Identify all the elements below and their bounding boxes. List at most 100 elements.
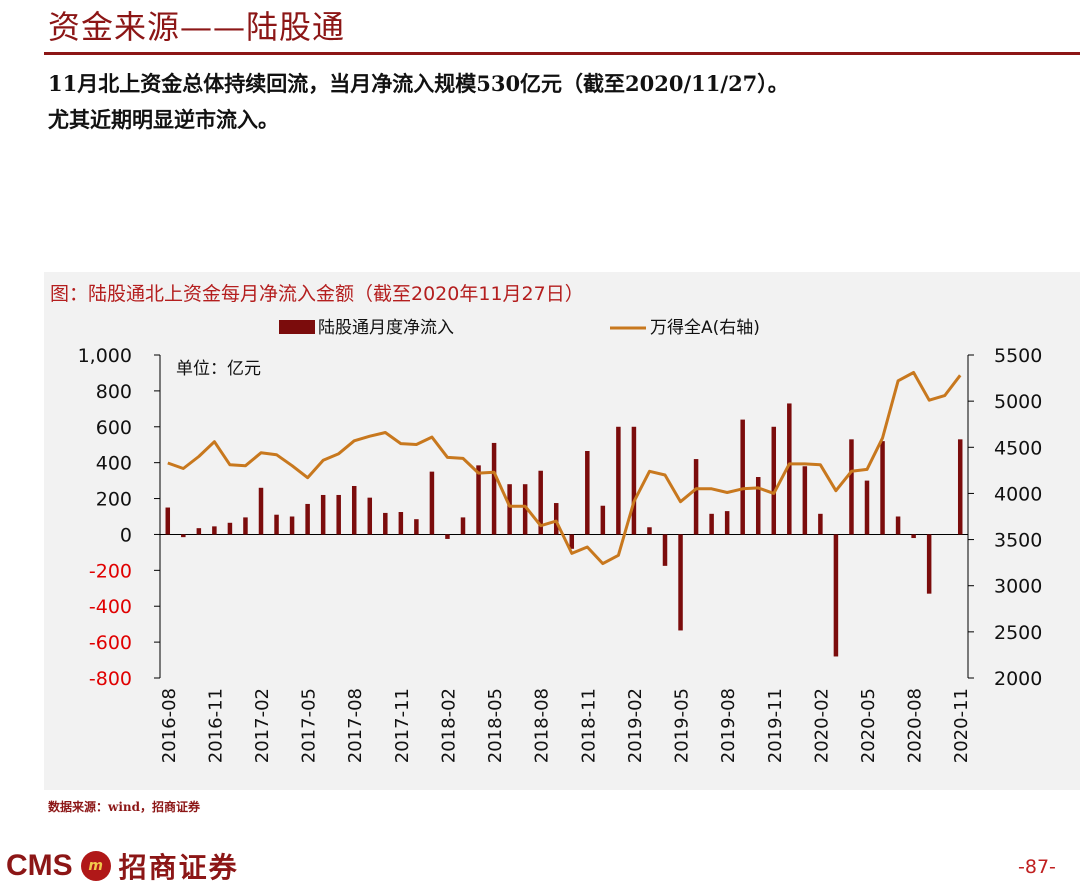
bar-2016-11 [212, 526, 217, 535]
summary-text: 11月北上资金总体持续回流，当月净流入规模530亿元（截至2020/11/27）… [48, 66, 1078, 138]
bar-2020-09 [926, 534, 932, 594]
bar-2019-08 [724, 511, 730, 535]
bar-2018-01 [429, 471, 435, 535]
bar-2017-09 [367, 497, 373, 535]
x-tick-label: 2020-11 [951, 688, 972, 763]
x-tick-label: 2020-02 [811, 688, 832, 763]
x-tick-label: 2018-08 [532, 688, 553, 763]
bar-2019-12 [787, 403, 792, 535]
bar-2018-04 [476, 465, 481, 535]
bar-2017-05 [305, 503, 310, 535]
bar-2018-10 [569, 534, 575, 549]
legend: 陆股通月度净流入 万得全A(右轴) [279, 318, 760, 338]
bar-2020-11 [957, 439, 963, 535]
bar-2017-03 [274, 514, 279, 535]
x-tick-label: 2016-11 [205, 688, 226, 763]
bar-2017-08 [351, 485, 357, 535]
x-tick-label: 2019-11 [765, 688, 786, 763]
x-tick-label: 2018-11 [578, 688, 599, 763]
x-tick-label: 2017-11 [392, 688, 413, 763]
chart-title: 图：陆股通北上资金每月净流入金额（截至2020年11月27日） [50, 283, 584, 305]
bar-2020-05 [864, 480, 870, 535]
legend-bar-label: 陆股通月度净流入 [318, 318, 454, 338]
left-axis-tick-label: -800 [89, 668, 132, 690]
bar-2018-11 [585, 451, 590, 535]
bar-2019-04 [662, 534, 668, 566]
logo-chinese-name: 招商证券 [118, 851, 239, 884]
bar-2017-04 [289, 516, 295, 535]
left-axis-tick-label: -600 [89, 632, 132, 654]
bar-2016-12 [227, 522, 233, 535]
bar-2017-11 [398, 512, 404, 535]
bar-2017-06 [320, 494, 326, 535]
bar-2019-06 [693, 459, 699, 535]
right-axis-tick-label: 4500 [994, 437, 1042, 459]
right-axis-tick-label: 2000 [994, 668, 1042, 690]
bar-2019-10 [755, 477, 761, 535]
unit-label: 单位：亿元 [176, 359, 261, 379]
left-axis-tick-label: 600 [96, 417, 132, 439]
page-title: 资金来源——陆股通 [48, 8, 346, 46]
right-axis-tick-label: 5500 [994, 345, 1042, 367]
bar-2018-03 [460, 517, 466, 535]
right-axis-tick-label: 4000 [994, 483, 1042, 505]
x-tick-label: 2017-02 [252, 688, 273, 763]
bar-2018-09 [553, 503, 559, 535]
bar-2018-02 [445, 534, 450, 539]
x-tick-label: 2019-05 [672, 688, 693, 763]
left-axis-tick-label: -200 [89, 560, 132, 582]
bar-2019-01 [616, 426, 621, 535]
x-tick-label: 2017-05 [299, 688, 320, 763]
bar-2018-05 [491, 442, 497, 535]
summary-line-2: 尤其近期明显逆市流入。 [48, 107, 279, 132]
bar-2017-12 [414, 519, 419, 535]
x-tick-label: 2017-08 [345, 688, 366, 763]
bar-2018-06 [507, 484, 512, 535]
x-tick-label: 2020-05 [858, 688, 879, 763]
logo-text: CMS [6, 849, 73, 882]
bar-2018-08 [538, 470, 543, 535]
title-divider [44, 52, 1080, 55]
bar-2020-01 [802, 466, 808, 535]
x-tick-label: 2018-05 [485, 688, 506, 763]
right-axis-tick-label: 2500 [994, 622, 1042, 644]
bar-2018-07 [522, 484, 528, 535]
x-tick-label: 2019-02 [625, 688, 646, 763]
source-note: 数据来源：wind，招商证券 [48, 800, 201, 814]
bar-2020-07 [895, 516, 901, 535]
x-tick-label: 2019-08 [718, 688, 739, 763]
bar-2016-08 [165, 507, 171, 535]
left-axis-tick-label: 800 [96, 381, 132, 403]
bar-2017-10 [383, 512, 388, 535]
left-axis-tick-label: 200 [96, 489, 132, 511]
bar-2020-06 [880, 441, 885, 535]
left-axis-tick-label: 400 [96, 453, 132, 475]
legend-line-label: 万得全A(右轴) [650, 318, 760, 338]
bar-2020-08 [911, 534, 916, 539]
bar-2019-05 [678, 534, 683, 631]
x-tick-label: 2020-08 [905, 688, 926, 763]
bar-2016-09 [181, 534, 186, 538]
bar-2019-07 [709, 513, 714, 535]
left-axis-tick-label: 0 [120, 524, 132, 546]
bar-2020-04 [849, 439, 854, 535]
bar-2020-02 [818, 513, 823, 535]
bar-2019-03 [647, 527, 652, 535]
summary-line-1: 11月北上资金总体持续回流，当月净流入规模530亿元（截至2020/11/27）… [48, 71, 789, 96]
bar-2020-03 [833, 534, 839, 657]
company-logo: CMS m 招商证券 [6, 846, 239, 886]
bar-2019-09 [740, 419, 745, 535]
right-axis-tick-label: 3500 [994, 530, 1042, 552]
bar-2019-11 [771, 426, 777, 535]
bar-2017-07 [336, 494, 341, 535]
left-axis-tick-label: 1,000 [78, 345, 132, 367]
x-tick-label: 2016-08 [159, 688, 180, 763]
left-axis-tick-label: -400 [89, 596, 132, 618]
right-axis-tick-label: 3000 [994, 576, 1042, 598]
bar-2018-12 [600, 505, 606, 535]
right-axis-tick-label: 5000 [994, 391, 1042, 413]
x-tick-label: 2018-02 [438, 688, 459, 763]
bar-2016-10 [196, 528, 202, 535]
legend-bar-swatch [279, 320, 315, 334]
